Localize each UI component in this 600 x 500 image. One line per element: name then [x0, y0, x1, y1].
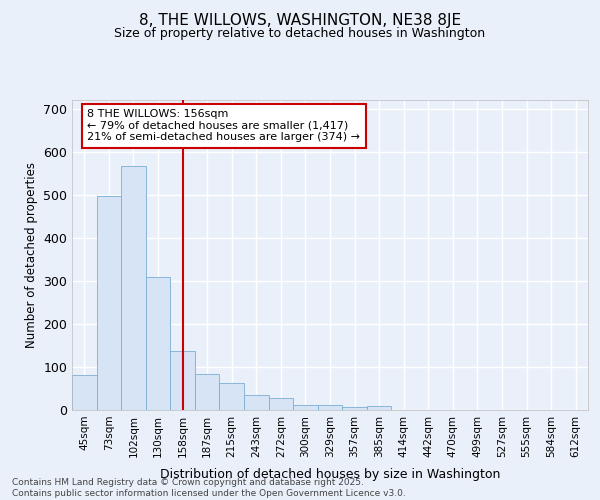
Bar [318, 406, 342, 410]
Bar [146, 276, 170, 410]
Text: Size of property relative to detached houses in Washington: Size of property relative to detached ho… [115, 28, 485, 40]
Bar [220, 383, 244, 410]
Bar [170, 350, 195, 410]
Bar [244, 395, 269, 410]
Bar [342, 408, 367, 410]
Bar [72, 374, 97, 410]
Bar [269, 398, 293, 410]
Bar [367, 406, 391, 410]
Text: 8, THE WILLOWS, WASHINGTON, NE38 8JE: 8, THE WILLOWS, WASHINGTON, NE38 8JE [139, 12, 461, 28]
Bar [195, 374, 220, 410]
X-axis label: Distribution of detached houses by size in Washington: Distribution of detached houses by size … [160, 468, 500, 481]
Bar [293, 405, 318, 410]
Text: 8 THE WILLOWS: 156sqm
← 79% of detached houses are smaller (1,417)
21% of semi-d: 8 THE WILLOWS: 156sqm ← 79% of detached … [88, 110, 361, 142]
Text: Contains HM Land Registry data © Crown copyright and database right 2025.
Contai: Contains HM Land Registry data © Crown c… [12, 478, 406, 498]
Y-axis label: Number of detached properties: Number of detached properties [25, 162, 38, 348]
Bar [97, 196, 121, 410]
Bar [121, 166, 146, 410]
